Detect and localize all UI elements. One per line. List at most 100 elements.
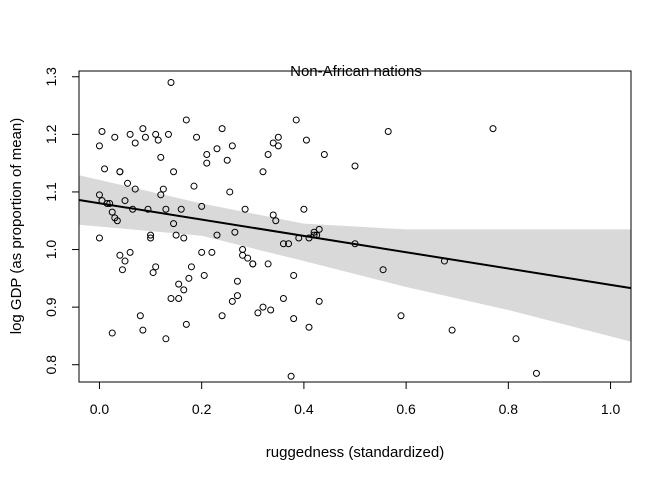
data-point	[162, 205, 170, 213]
data-point	[290, 315, 298, 323]
data-point	[218, 125, 226, 133]
data-point	[285, 240, 293, 248]
data-point	[351, 162, 359, 170]
data-point	[149, 269, 157, 277]
data-point	[228, 297, 236, 305]
data-point	[118, 266, 126, 274]
data-point	[121, 197, 129, 205]
regression-line-layer	[78, 199, 632, 290]
data-point	[190, 182, 198, 190]
data-point	[274, 142, 282, 150]
data-point	[213, 145, 221, 153]
x-tick-label: 0.4	[294, 401, 314, 417]
data-point	[157, 191, 165, 199]
data-point	[170, 168, 178, 176]
data-point	[126, 130, 134, 138]
data-point	[203, 159, 211, 167]
data-point	[320, 151, 328, 159]
data-point	[274, 133, 282, 141]
y-tick-label: 0.9	[43, 297, 59, 317]
data-point	[95, 234, 103, 242]
data-point	[116, 251, 124, 259]
data-point	[144, 205, 152, 213]
data-point	[101, 165, 109, 173]
x-tick-label: 0.0	[90, 401, 110, 417]
data-point	[305, 323, 313, 331]
y-tick-label: 0.8	[43, 355, 59, 375]
data-point	[208, 248, 216, 256]
data-point	[279, 240, 287, 248]
data-point	[141, 133, 149, 141]
data-point	[126, 248, 134, 256]
data-point	[167, 294, 175, 302]
data-point	[139, 326, 147, 334]
data-point	[269, 211, 277, 219]
data-point	[228, 142, 236, 150]
data-point	[223, 156, 231, 164]
data-point	[241, 205, 249, 213]
x-tick-label: 0.6	[396, 401, 416, 417]
data-point	[397, 312, 405, 320]
data-point	[287, 372, 295, 380]
data-point	[198, 202, 206, 210]
data-point	[239, 246, 247, 254]
data-point	[233, 277, 241, 285]
y-tick-label: 1.0	[43, 240, 59, 260]
data-point	[98, 127, 106, 135]
data-point	[131, 139, 139, 147]
data-point	[159, 185, 167, 193]
data-point	[267, 306, 275, 314]
data-point	[177, 205, 185, 213]
data-point	[272, 217, 280, 225]
data-point	[290, 271, 298, 279]
x-axis: 0.0 0.2 0.4 0.6 0.8 1.0	[90, 381, 621, 417]
data-point	[95, 142, 103, 150]
data-point	[157, 153, 165, 161]
data-point	[379, 266, 387, 274]
data-point	[259, 168, 267, 176]
data-point	[175, 280, 183, 288]
data-point	[95, 191, 103, 199]
y-tick-label: 1.1	[43, 182, 59, 202]
x-tick-label: 0.2	[192, 401, 212, 417]
data-point	[167, 79, 175, 87]
data-point	[213, 231, 221, 239]
x-axis-title: ruggedness (standardized)	[266, 444, 444, 461]
data-point	[244, 254, 252, 262]
data-point	[259, 303, 267, 311]
data-point	[254, 309, 262, 317]
x-tick-label: 1.0	[601, 401, 621, 417]
data-point	[315, 225, 323, 233]
data-point	[448, 326, 456, 334]
data-point	[175, 294, 183, 302]
y-tick-label: 1.3	[43, 67, 59, 87]
data-point	[315, 297, 323, 305]
data-point	[108, 208, 116, 216]
data-point	[264, 260, 272, 268]
regression-line	[78, 199, 632, 290]
data-point	[180, 234, 188, 242]
data-point	[121, 257, 129, 265]
data-point	[269, 139, 277, 147]
data-point	[182, 116, 190, 124]
data-point	[147, 231, 155, 239]
data-points-layer	[95, 79, 540, 380]
data-point	[182, 320, 190, 328]
x-tick-label: 0.8	[499, 401, 519, 417]
data-point	[116, 168, 124, 176]
data-point	[164, 130, 172, 138]
data-point	[512, 335, 520, 343]
data-point	[180, 286, 188, 294]
data-point	[124, 179, 132, 187]
data-point	[489, 125, 497, 133]
data-point	[279, 294, 287, 302]
data-point	[249, 260, 257, 268]
data-point	[152, 263, 160, 271]
y-axis: 0.8 0.9 1.0 1.1 1.2 1.3	[43, 67, 80, 375]
data-point	[172, 231, 180, 239]
data-point	[292, 116, 300, 124]
data-point	[233, 292, 241, 300]
y-tick-label: 1.2	[43, 124, 59, 144]
data-point	[264, 151, 272, 159]
